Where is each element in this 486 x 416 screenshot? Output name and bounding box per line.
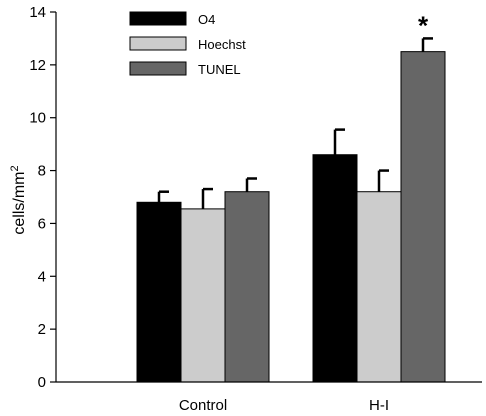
x-tick-label: H-I xyxy=(369,397,389,414)
bar-hoechst-control xyxy=(180,208,226,383)
y-tick-label: 14 xyxy=(29,4,46,21)
x-tick-label: Control xyxy=(179,397,227,414)
y-tick-label: 8 xyxy=(38,163,46,180)
y-tick-label: 12 xyxy=(29,57,46,74)
significance-annotation: * xyxy=(418,10,429,40)
y-axis-title: cells/mm2 xyxy=(9,165,28,234)
legend: O4 Hoechst TUNEL xyxy=(129,11,246,77)
annotations: * xyxy=(418,10,429,40)
y-tick-label: 4 xyxy=(38,268,46,285)
y-tick-label: 6 xyxy=(38,215,46,232)
legend-swatch-hoechst xyxy=(129,36,187,51)
y-axis-ticks: 0 2 4 6 8 10 12 14 xyxy=(29,4,56,391)
y-tick-label: 2 xyxy=(38,321,46,338)
bar-tunel-control xyxy=(224,191,270,383)
bar-hoechst-h-i xyxy=(356,191,402,383)
x-axis-labels: Control H-I xyxy=(179,397,389,414)
error-bars xyxy=(157,37,433,209)
y-tick-label: 0 xyxy=(38,374,46,391)
bar-o4-h-i xyxy=(312,154,358,383)
bar-tunel-h-i xyxy=(400,51,446,383)
y-tick-label: 10 xyxy=(29,110,46,127)
bars xyxy=(136,51,446,383)
bar-o4-control xyxy=(136,201,182,383)
legend-label-o4: O4 xyxy=(198,12,215,27)
legend-label-tunel: TUNEL xyxy=(198,62,241,77)
legend-swatch-tunel xyxy=(129,61,187,76)
legend-swatch-o4 xyxy=(129,11,187,26)
legend-label-hoechst: Hoechst xyxy=(198,37,246,52)
